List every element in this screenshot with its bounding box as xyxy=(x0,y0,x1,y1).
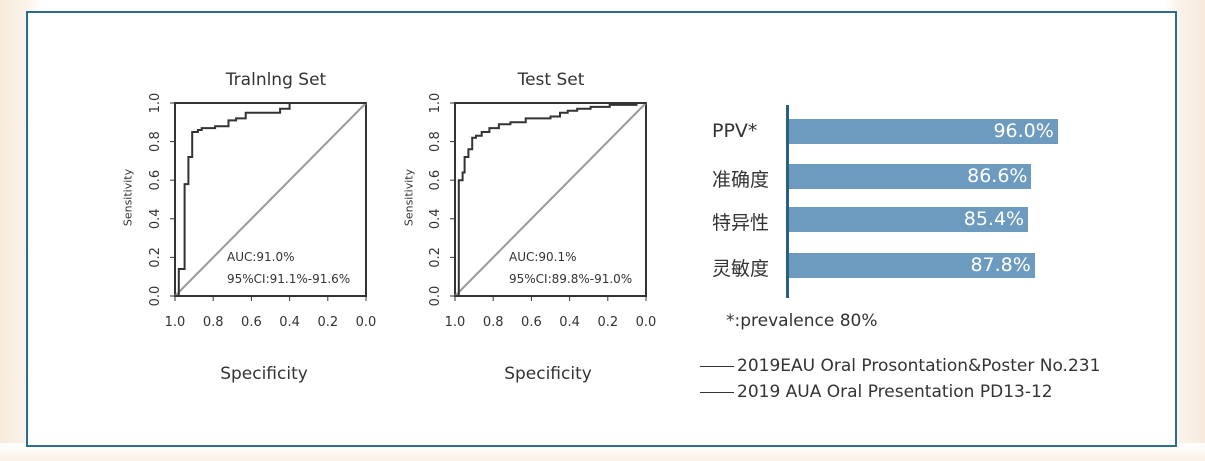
reference-diagonal-test xyxy=(454,102,647,297)
x-axis-title-test: Specificity xyxy=(504,364,592,384)
x-tick-label: 1.0 xyxy=(165,315,186,330)
plot-frame-training xyxy=(174,102,367,297)
y-tick-label: 0.6 xyxy=(148,170,163,191)
reference-eau: 2019EAU Oral Prosontation&Poster No.231 xyxy=(700,356,1100,376)
y-tick-label: 1.0 xyxy=(428,93,443,114)
y-tick-label: 0.8 xyxy=(428,131,443,152)
y-tick-label: 0.2 xyxy=(428,247,443,268)
plot-frame-test xyxy=(454,102,647,297)
prevalence-footnote: *:prevalence 80% xyxy=(726,311,878,331)
y-tick-label: 0.6 xyxy=(428,170,443,191)
reference-dash xyxy=(700,391,734,393)
y-tick-label: 0.4 xyxy=(148,208,163,229)
x-tick-label: 1.0 xyxy=(445,315,466,330)
ci-label-training: 95%CI:91.1%-91.6% xyxy=(227,272,351,286)
bar-chart-axis xyxy=(786,105,789,298)
y-tick-label: 0.4 xyxy=(428,208,443,229)
bar-value-label: 85.4% xyxy=(963,208,1025,230)
x-tick-label: 0.8 xyxy=(483,315,504,330)
bar: 96.0% xyxy=(789,119,1058,144)
reference-eau-text: 2019EAU Oral Prosontation&Poster No.231 xyxy=(737,356,1101,376)
bar-category-label: 特异性 xyxy=(712,212,770,234)
bar-value-label: 86.6% xyxy=(967,165,1028,187)
auc-label-training: AUC:91.0% xyxy=(227,250,295,264)
bar-category-label: 准确度 xyxy=(712,169,770,191)
bar-category-label: 灵敏度 xyxy=(712,258,770,280)
y-tick-label: 0.8 xyxy=(148,131,163,152)
ci-label-test: 95%CI:89.8%-91.0% xyxy=(509,272,633,286)
x-tick-label: 0.8 xyxy=(203,315,224,330)
x-tick-label: 0.6 xyxy=(241,315,262,330)
roc-curve-training xyxy=(175,102,366,297)
x-tick-label: 0.4 xyxy=(559,315,580,330)
reference-aua-text: 2019 AUA Oral Presentation PD13-12 xyxy=(737,382,1053,402)
bar-category-label: PPV* xyxy=(712,120,758,142)
bar-value-label: 87.8% xyxy=(970,254,1031,276)
x-tick-label: 0.2 xyxy=(317,315,338,330)
x-tick-label: 0.2 xyxy=(597,315,618,330)
bar-value-label: 96.0% xyxy=(993,120,1054,142)
chart-title-test: Test Set xyxy=(517,70,585,90)
y-tick-label: 0.0 xyxy=(428,286,443,307)
reference-aua: 2019 AUA Oral Presentation PD13-12 xyxy=(700,382,1053,402)
x-axis-title-training: Specificity xyxy=(220,364,308,384)
x-tick-label: 0.0 xyxy=(636,315,657,330)
chart-title-training: Tralnlng Set xyxy=(225,70,327,90)
bar: 85.4% xyxy=(789,207,1029,232)
bar: 87.8% xyxy=(789,253,1035,278)
roc-curve-test xyxy=(455,102,646,297)
y-tick-label: 1.0 xyxy=(148,93,163,114)
auc-label-test: AUC:90.1% xyxy=(509,250,577,264)
x-tick-label: 0.6 xyxy=(521,315,542,330)
reference-diagonal-training xyxy=(174,102,367,297)
bar: 86.6% xyxy=(789,164,1032,189)
y-tick-label: 0.2 xyxy=(148,247,163,268)
y-tick-label: 0.0 xyxy=(148,286,163,307)
background-bottom-gradient xyxy=(0,443,1205,461)
reference-dash xyxy=(700,365,734,367)
x-tick-label: 0.0 xyxy=(356,315,377,330)
x-tick-label: 0.4 xyxy=(279,315,300,330)
